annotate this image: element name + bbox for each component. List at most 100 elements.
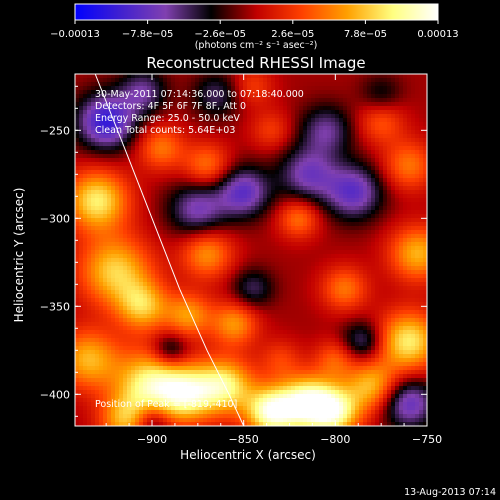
heatmap-cell xyxy=(291,210,296,215)
heatmap-cell xyxy=(371,198,376,203)
heatmap-cell xyxy=(127,130,132,135)
heatmap-cell xyxy=(187,246,192,251)
heatmap-cell xyxy=(87,194,92,199)
heatmap-cell xyxy=(403,122,408,127)
heatmap-cell xyxy=(179,242,184,247)
heatmap-cell xyxy=(263,274,268,279)
heatmap-cell xyxy=(315,134,320,139)
heatmap-cell xyxy=(215,138,220,143)
colorbar-tick-label: −2.6e−05 xyxy=(194,29,246,40)
heatmap-cell xyxy=(183,202,188,207)
heatmap-cell xyxy=(207,206,212,211)
heatmap-cell xyxy=(347,214,352,219)
heatmap-cell xyxy=(387,278,392,283)
heatmap-cell xyxy=(335,138,340,143)
heatmap-cell xyxy=(299,190,304,195)
heatmap-cell xyxy=(419,146,424,151)
heatmap-cell xyxy=(283,214,288,219)
heatmap-cell xyxy=(359,214,364,219)
heatmap-cell xyxy=(147,162,152,167)
heatmap-cell xyxy=(95,190,100,195)
heatmap-cell xyxy=(347,278,352,283)
heatmap-cell xyxy=(247,118,252,123)
heatmap-cell xyxy=(155,94,160,99)
heatmap-cell xyxy=(211,258,216,263)
heatmap-cell xyxy=(203,82,208,87)
heatmap-cell xyxy=(87,298,92,303)
heatmap-cell xyxy=(267,206,272,211)
heatmap-cell xyxy=(351,218,356,223)
heatmap-cell xyxy=(275,150,280,155)
heatmap-cell xyxy=(159,114,164,119)
heatmap-cell xyxy=(315,102,320,107)
heatmap-cell xyxy=(339,82,344,87)
heatmap-cell xyxy=(415,106,420,111)
heatmap-cell xyxy=(383,98,388,103)
heatmap-cell xyxy=(379,286,384,291)
heatmap-cell xyxy=(419,266,424,271)
heatmap-cell xyxy=(391,242,396,247)
heatmap-cell xyxy=(387,286,392,291)
heatmap-cell xyxy=(371,278,376,283)
heatmap-cell xyxy=(135,90,140,95)
heatmap-cell xyxy=(103,198,108,203)
heatmap-cell xyxy=(267,290,272,295)
heatmap-cell xyxy=(183,250,188,255)
heatmap-cell xyxy=(259,74,264,79)
heatmap-cell xyxy=(287,286,292,291)
heatmap-cell xyxy=(395,130,400,135)
heatmap-cell xyxy=(107,282,112,287)
heatmap-cell xyxy=(207,186,212,191)
heatmap-cell xyxy=(355,122,360,127)
heatmap-cell xyxy=(415,182,420,187)
heatmap-cell xyxy=(199,166,204,171)
heatmap-cell xyxy=(303,254,308,259)
heatmap-cell xyxy=(111,238,116,243)
heatmap-cell xyxy=(195,134,200,139)
heatmap-cell xyxy=(367,282,372,287)
heatmap-cell xyxy=(315,186,320,191)
heatmap-cell xyxy=(387,78,392,83)
heatmap-cell xyxy=(95,74,100,79)
heatmap-cell xyxy=(119,74,124,79)
heatmap-cell xyxy=(279,182,284,187)
heatmap-cell xyxy=(351,210,356,215)
heatmap-cell xyxy=(219,266,224,271)
heatmap-cell xyxy=(223,206,228,211)
heatmap-cell xyxy=(251,294,256,299)
heatmap-cell xyxy=(363,174,368,179)
heatmap-cell xyxy=(219,158,224,163)
heatmap-cell xyxy=(99,242,104,247)
heatmap-cell xyxy=(131,102,136,107)
heatmap-cell xyxy=(339,134,344,139)
heatmap-cell xyxy=(299,86,304,91)
heatmap-cell xyxy=(199,234,204,239)
heatmap-cell xyxy=(419,226,424,231)
heatmap-cell xyxy=(303,154,308,159)
heatmap-cell xyxy=(163,266,168,271)
heatmap-cell xyxy=(143,134,148,139)
heatmap-cell xyxy=(239,246,244,251)
heatmap-cell xyxy=(235,258,240,263)
heatmap-cell xyxy=(167,106,172,111)
heatmap-cell xyxy=(223,102,228,107)
heatmap-cell xyxy=(215,214,220,219)
heatmap-cell xyxy=(351,102,356,107)
heatmap-cell xyxy=(263,266,268,271)
heatmap-cell xyxy=(99,210,104,215)
heatmap-cell xyxy=(275,130,280,135)
heatmap-cell xyxy=(111,182,116,187)
heatmap-cell xyxy=(359,146,364,151)
heatmap-cell xyxy=(307,286,312,291)
heatmap-cell xyxy=(387,206,392,211)
heatmap-cell xyxy=(343,94,348,99)
heatmap-cell xyxy=(419,278,424,283)
heatmap-cell xyxy=(207,238,212,243)
heatmap-cell xyxy=(231,194,236,199)
heatmap-cell xyxy=(195,142,200,147)
heatmap-cell xyxy=(331,122,336,127)
heatmap-cell xyxy=(111,158,116,163)
heatmap-cell xyxy=(291,274,296,279)
heatmap-cell xyxy=(155,86,160,91)
heatmap-cell xyxy=(255,130,260,135)
